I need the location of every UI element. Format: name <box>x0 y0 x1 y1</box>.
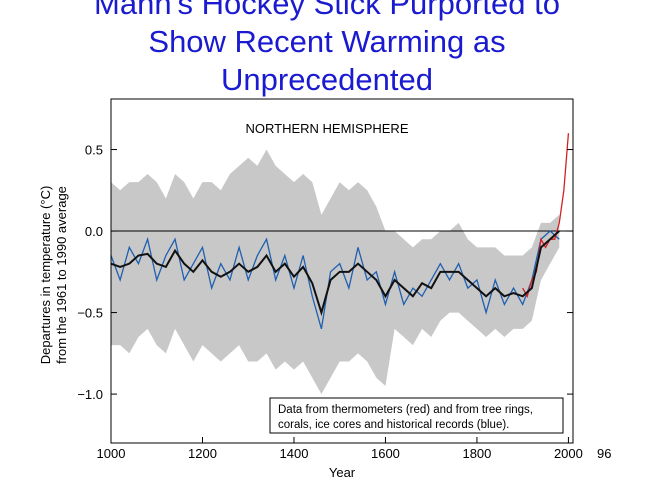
annotation: corals, ice cores and historical records… <box>278 419 509 431</box>
y-axis-label: Departures in temperature (°C) <box>38 186 53 365</box>
x-axis-label: Year <box>329 465 356 480</box>
plot-frame <box>110 98 574 444</box>
series-line <box>110 230 560 330</box>
x-tick-label: 1800 <box>462 446 491 461</box>
uncertainty-band <box>111 149 560 395</box>
x-tick-label: 1600 <box>371 446 400 461</box>
annotation-box <box>269 397 564 434</box>
y-tick-label: −0.5 <box>77 306 103 321</box>
y-tick-label: 0.0 <box>85 224 103 239</box>
y-tick-label: −1.0 <box>77 387 103 402</box>
title-line: Unprecedented <box>221 62 433 97</box>
title-line: Show Recent Warming as <box>148 24 505 59</box>
stray-text: 96 <box>597 446 611 461</box>
annotation: Data from thermometers (red) and from tr… <box>278 404 533 416</box>
series-line <box>110 230 560 317</box>
x-tick-label: 1400 <box>280 446 309 461</box>
x-tick-label: 2000 <box>554 446 583 461</box>
y-axis-label: from the 1961 to 1990 average <box>54 186 69 364</box>
x-tick-label: 1200 <box>188 446 217 461</box>
series-line <box>522 133 570 298</box>
chart-subtitle: NORTHERN HEMISPHERE <box>245 121 408 136</box>
y-tick-label: 0.5 <box>85 143 103 158</box>
x-tick-label: 1000 <box>97 446 126 461</box>
title-line: Mann's Hockey Stick Purported to <box>94 0 560 21</box>
